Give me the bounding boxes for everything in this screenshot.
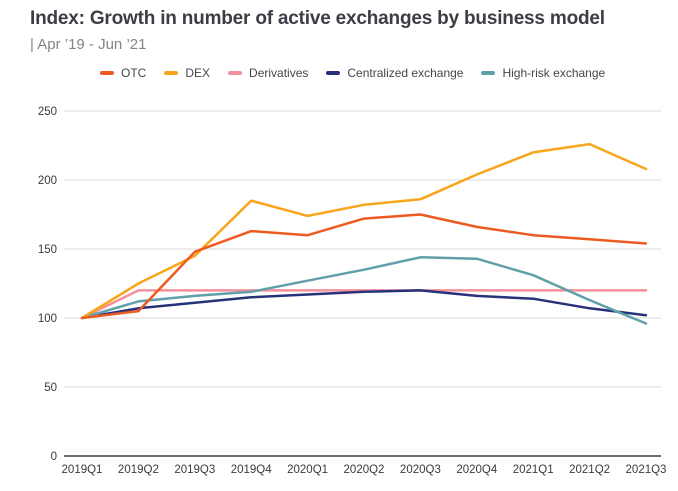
x-tick-label-2020Q1: 2020Q1 [287, 464, 328, 476]
series-line-dex [80, 142, 648, 320]
legend-label: Derivatives [249, 66, 309, 80]
x-tick-label-2021Q2: 2021Q2 [569, 464, 610, 476]
x-tick-label-2019Q3: 2019Q3 [174, 464, 215, 476]
y-tick-label-200: 200 [38, 175, 57, 187]
legend-swatch-icon [228, 71, 243, 75]
legend-item-derivatives: Derivatives [228, 66, 308, 80]
legend-item-dex: DEX [164, 66, 210, 80]
chart-legend: OTC DEX Derivatives Centralized exchange Hig… [100, 66, 660, 80]
page-title: Index: Growth in number of active exchan… [30, 8, 605, 29]
legend-swatch-icon [481, 71, 496, 75]
x-tick-label-2019Q2: 2019Q2 [118, 464, 159, 476]
legend-swatch-icon [100, 71, 114, 75]
legend-label: Centralized exchange [347, 66, 464, 80]
x-tick-label-2021Q1: 2021Q1 [513, 464, 554, 476]
legend-label: OTC [121, 66, 147, 80]
legend-item-centralized-exchange: Centralized exchange [326, 66, 463, 80]
y-tick-label-50: 50 [44, 382, 57, 394]
series-line-otc [80, 213, 648, 320]
x-tick-label-2020Q3: 2020Q3 [400, 464, 441, 476]
y-tick-label-150: 150 [38, 244, 57, 256]
x-tick-label-2021Q3: 2021Q3 [626, 464, 667, 476]
legend-label: High-risk exchange [502, 66, 606, 80]
x-tick-label-2019Q4: 2019Q4 [231, 464, 273, 476]
series-line-derivatives [80, 289, 648, 320]
legend-item-high-risk-exchange: High-risk exchange [481, 66, 605, 80]
legend-item-otc: OTC [100, 66, 146, 80]
series-line-centralized-exchange [80, 289, 648, 320]
y-tick-label-0: 0 [51, 451, 57, 463]
legend-label: DEX [185, 66, 211, 80]
series-line-high-risk-exchange [80, 256, 648, 325]
legend-swatch-icon [164, 71, 179, 75]
y-tick-label-100: 100 [38, 313, 57, 325]
x-tick-label-2020Q2: 2020Q2 [344, 464, 385, 476]
y-tick-label-250: 250 [38, 106, 57, 118]
x-tick-label-2019Q1: 2019Q1 [62, 464, 103, 476]
x-tick-label-2020Q4: 2020Q4 [456, 464, 498, 476]
legend-swatch-icon [326, 71, 341, 75]
page-subtitle: | Apr ’19 - Jun ’21 [30, 36, 147, 53]
